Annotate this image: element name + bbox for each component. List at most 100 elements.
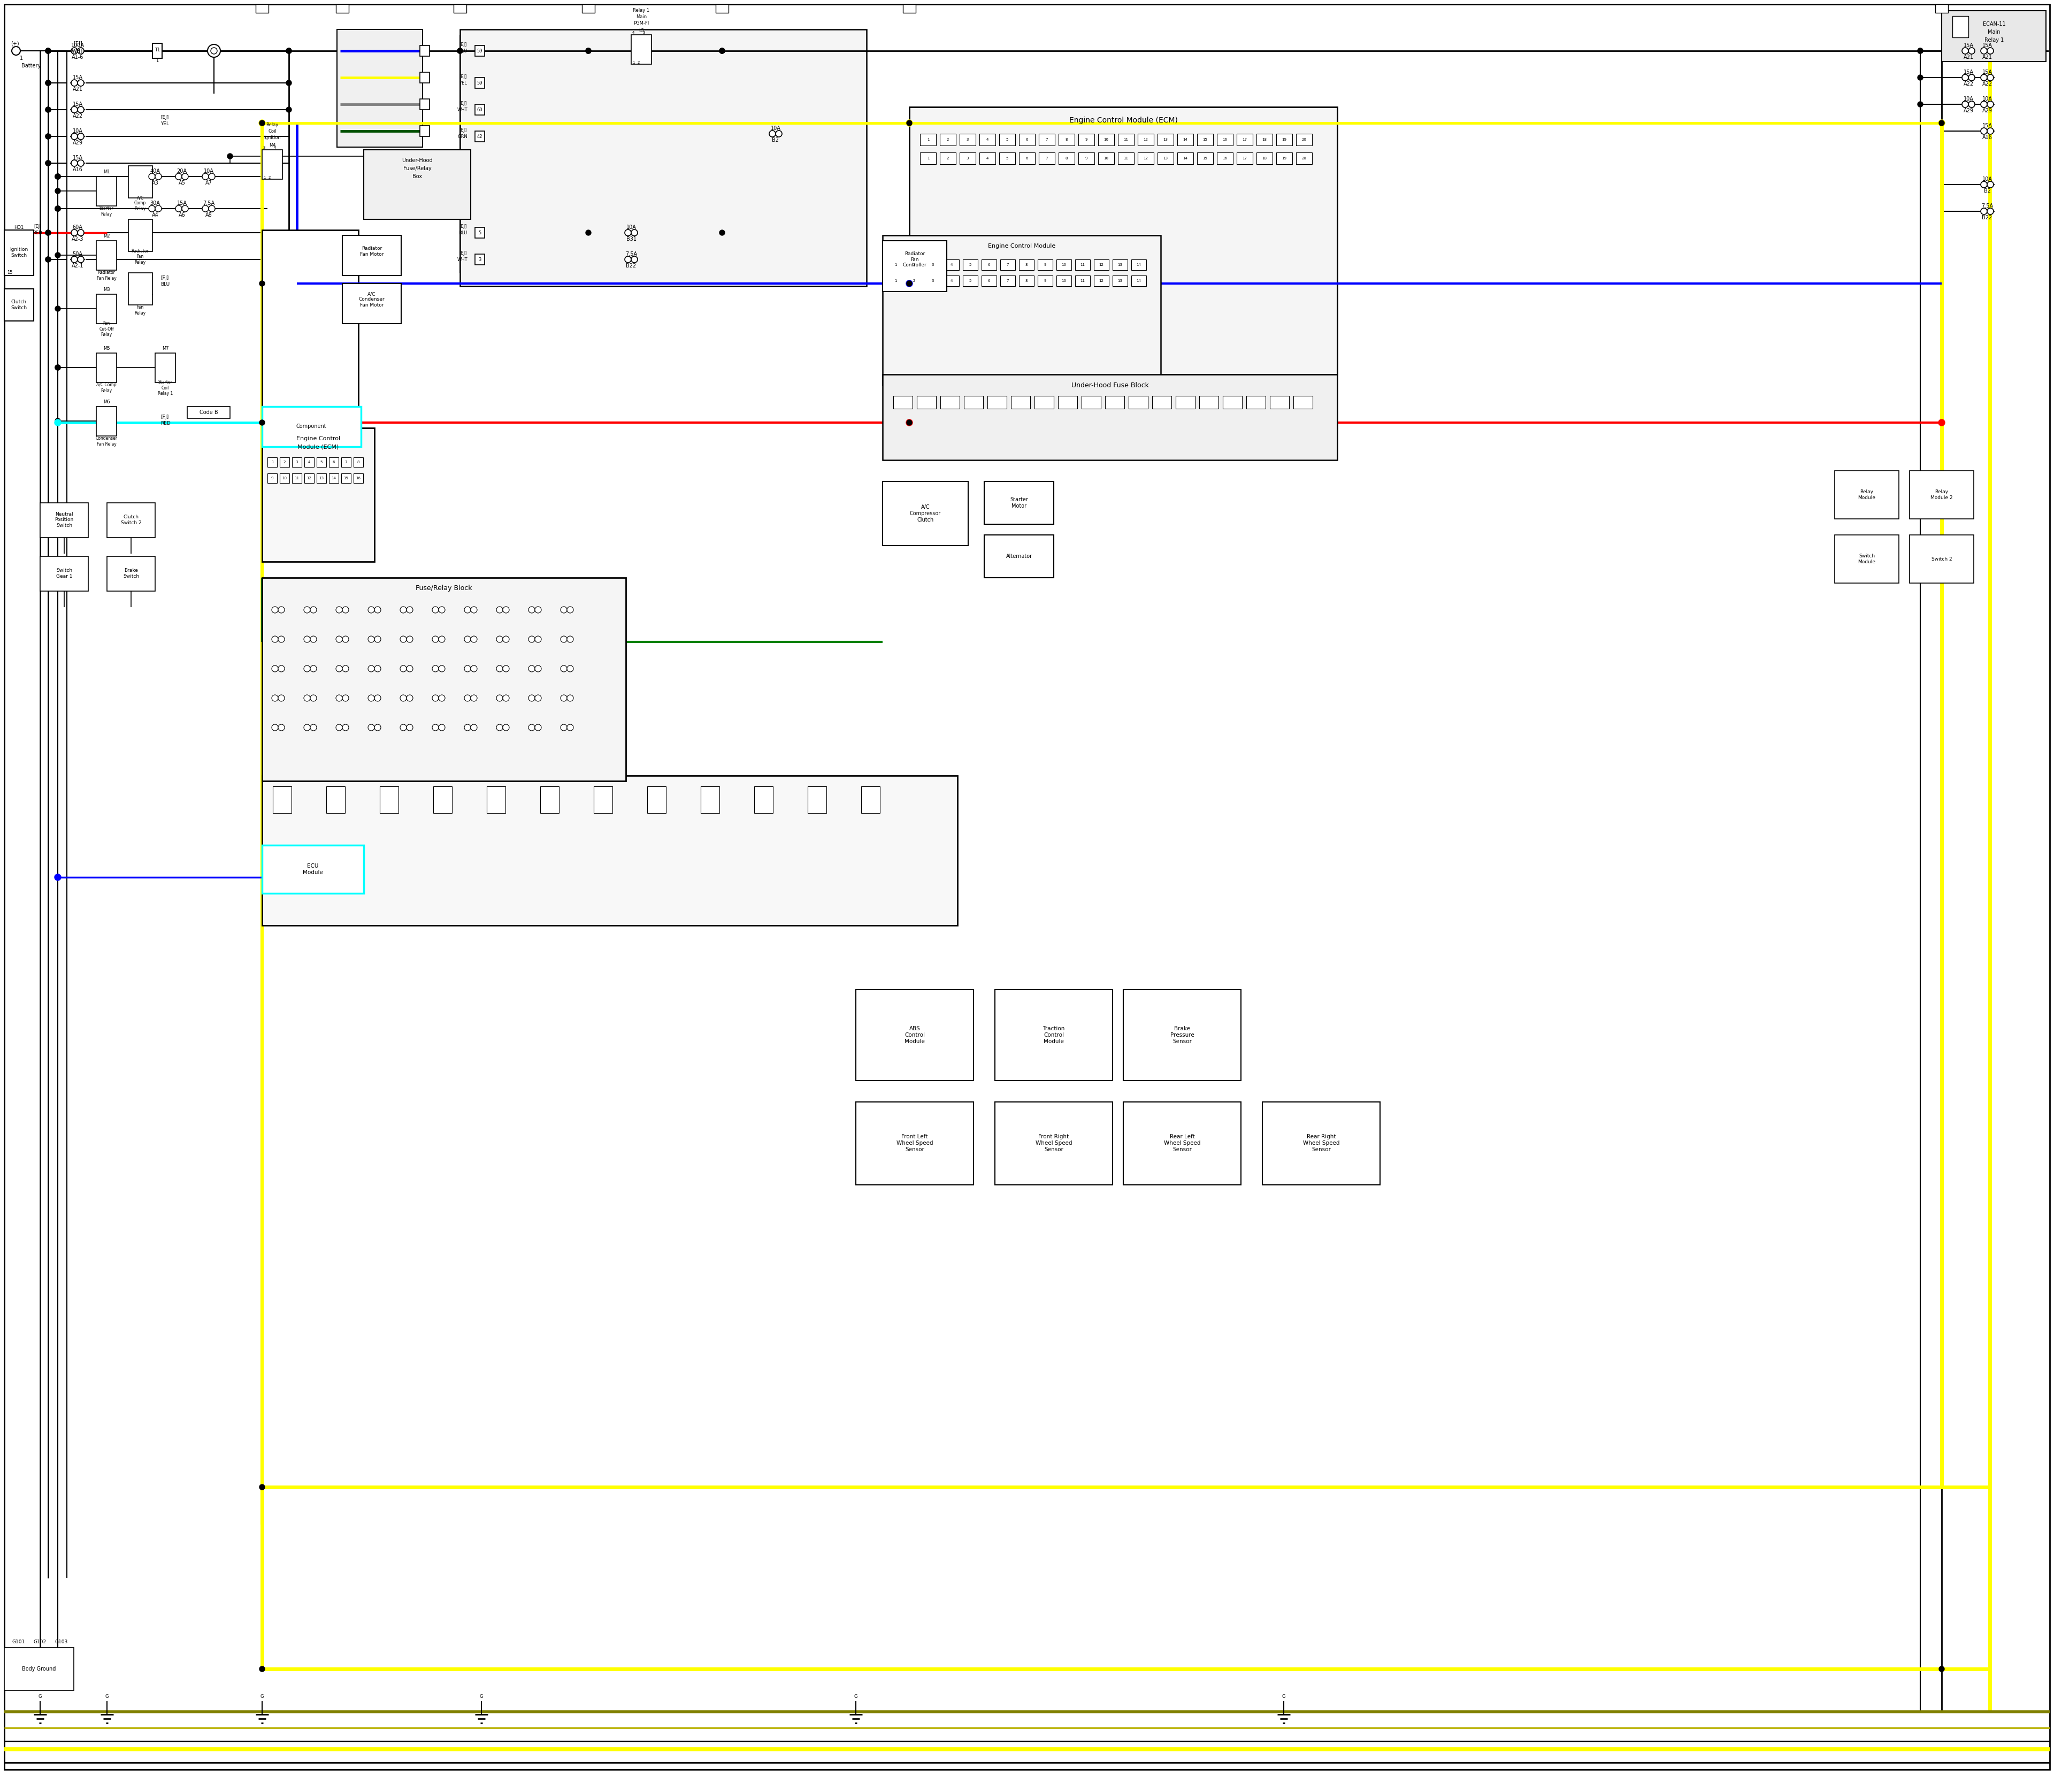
Circle shape: [719, 48, 725, 54]
Text: Main: Main: [1988, 29, 2001, 34]
Text: 42: 42: [477, 134, 483, 138]
Circle shape: [201, 174, 210, 179]
Bar: [941, 134, 955, 145]
Circle shape: [1962, 73, 1968, 81]
Bar: [1158, 152, 1173, 165]
Text: 15A: 15A: [72, 102, 82, 108]
Bar: [127, 219, 152, 251]
Text: A/C
Condenser
Fan Motor: A/C Condenser Fan Motor: [359, 292, 384, 308]
Bar: [1078, 134, 1095, 145]
Text: B2: B2: [772, 138, 778, 143]
Text: 7: 7: [1045, 138, 1048, 142]
Bar: [916, 396, 937, 409]
Circle shape: [271, 665, 277, 672]
Bar: [594, 787, 612, 814]
Circle shape: [78, 106, 84, 113]
Text: Coil: Coil: [269, 129, 277, 134]
Circle shape: [567, 607, 573, 613]
Circle shape: [310, 695, 316, 701]
Circle shape: [337, 665, 343, 672]
Circle shape: [271, 636, 277, 643]
Bar: [982, 260, 996, 271]
Text: 59: 59: [477, 48, 483, 54]
Bar: [1197, 152, 1214, 165]
Circle shape: [440, 607, 446, 613]
Bar: [1099, 134, 1113, 145]
Text: 9: 9: [1043, 263, 1045, 267]
Text: A4: A4: [152, 213, 158, 217]
Text: 7.5A: 7.5A: [1982, 202, 1992, 208]
Bar: [1056, 276, 1072, 287]
Circle shape: [503, 724, 509, 731]
Bar: [127, 167, 152, 197]
Circle shape: [55, 188, 60, 194]
Text: RED: RED: [33, 231, 43, 235]
Text: 13: 13: [1117, 263, 1121, 267]
Circle shape: [503, 607, 509, 613]
Bar: [1000, 260, 1015, 271]
Circle shape: [78, 159, 84, 167]
Text: 10A: 10A: [1964, 97, 1974, 102]
Text: Module (ECM): Module (ECM): [298, 444, 339, 450]
Bar: [906, 260, 922, 271]
Bar: [419, 72, 429, 82]
Bar: [329, 473, 339, 484]
Text: 4: 4: [951, 280, 953, 283]
Bar: [1834, 471, 1898, 520]
Circle shape: [768, 131, 776, 136]
Text: GRN: GRN: [458, 134, 468, 138]
Bar: [883, 482, 967, 545]
Text: 9: 9: [1085, 138, 1087, 142]
Circle shape: [277, 695, 286, 701]
Text: A21: A21: [1964, 54, 1974, 59]
Circle shape: [401, 724, 407, 731]
Bar: [980, 134, 996, 145]
Circle shape: [1962, 48, 1968, 54]
Text: 15: 15: [1204, 138, 1208, 142]
Circle shape: [631, 229, 637, 237]
Bar: [267, 473, 277, 484]
Circle shape: [470, 636, 477, 643]
Text: BLU: BLU: [160, 281, 170, 287]
Text: A1-6: A1-6: [72, 54, 84, 59]
Circle shape: [528, 695, 534, 701]
Circle shape: [374, 695, 380, 701]
Text: Box: Box: [413, 174, 421, 179]
Text: G103: G103: [55, 1640, 68, 1645]
Bar: [1910, 471, 1974, 520]
Text: T1: T1: [154, 48, 160, 52]
Text: 1: 1: [156, 57, 158, 63]
Bar: [292, 457, 302, 468]
Text: 7.5A: 7.5A: [203, 201, 214, 206]
Bar: [1058, 134, 1074, 145]
Bar: [107, 504, 156, 538]
Text: 16: 16: [355, 477, 362, 480]
Text: 6: 6: [988, 263, 990, 267]
Circle shape: [45, 134, 51, 140]
Circle shape: [497, 695, 503, 701]
Text: 14: 14: [1183, 156, 1187, 159]
Text: A21: A21: [72, 86, 82, 91]
Circle shape: [567, 665, 573, 672]
Bar: [1019, 276, 1033, 287]
Text: [EJ]: [EJ]: [160, 414, 168, 419]
Text: 3: 3: [967, 138, 969, 142]
Circle shape: [906, 120, 912, 125]
Circle shape: [407, 695, 413, 701]
Text: 5: 5: [969, 280, 972, 283]
Bar: [487, 787, 505, 814]
Circle shape: [156, 206, 162, 211]
Bar: [1257, 152, 1273, 165]
Circle shape: [440, 636, 446, 643]
Circle shape: [1968, 100, 1974, 108]
Bar: [926, 260, 941, 271]
Text: 20: 20: [1302, 138, 1306, 142]
Circle shape: [431, 695, 440, 701]
Text: 7: 7: [1045, 156, 1048, 159]
Bar: [454, 4, 466, 13]
Bar: [941, 396, 959, 409]
Circle shape: [1939, 120, 1945, 125]
Bar: [1074, 260, 1091, 271]
Bar: [861, 787, 879, 814]
Text: 13: 13: [318, 477, 325, 480]
